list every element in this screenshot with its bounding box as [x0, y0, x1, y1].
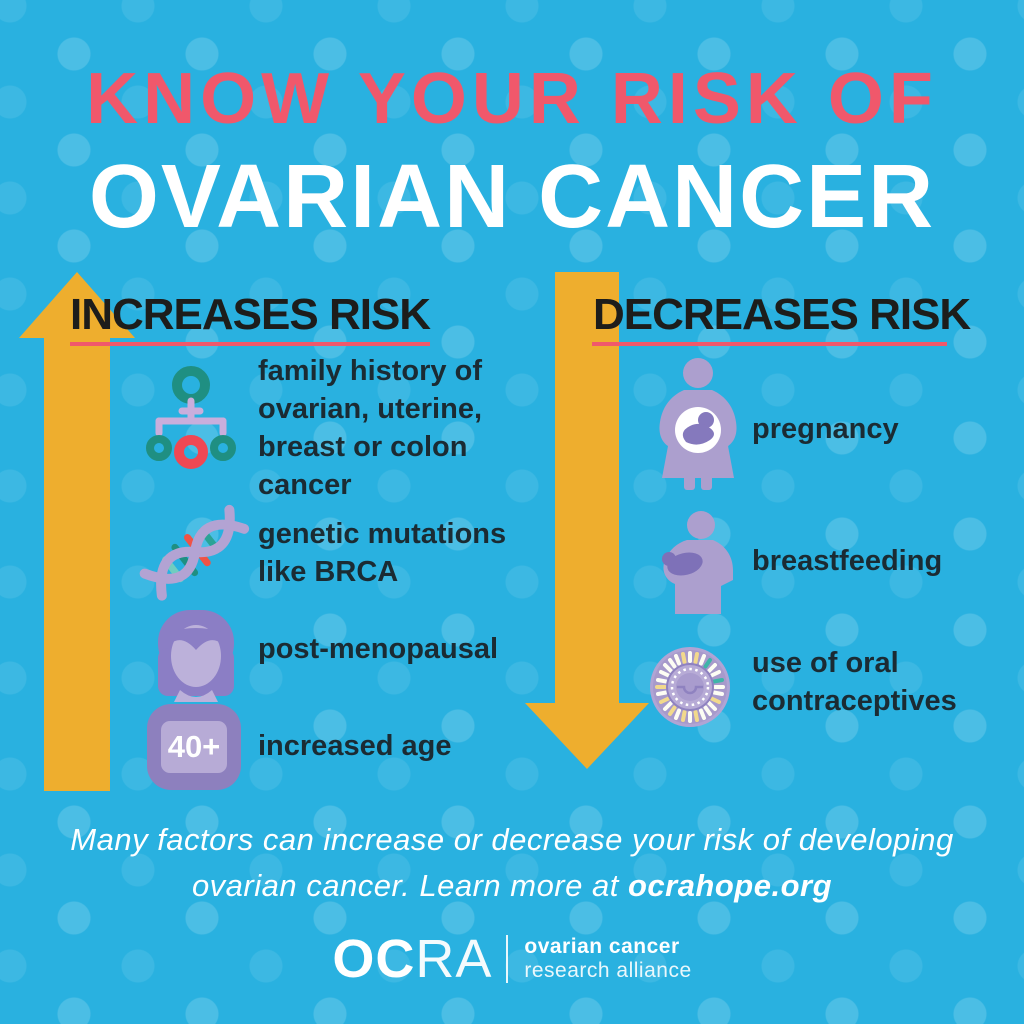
- risk-item-genetic-mutations: genetic mutations like BRCA: [258, 518, 507, 588]
- menopause-woman-icon: [148, 606, 242, 707]
- dna-icon: [134, 496, 256, 613]
- pill-pack-icon: [648, 645, 732, 734]
- pregnancy-icon: [650, 356, 746, 497]
- down-arrow-head: [525, 703, 649, 769]
- logo-tagline-line2: research alliance: [524, 959, 692, 982]
- ocra-logo: OC RA ovarian cancer research alliance: [0, 928, 1024, 990]
- logo-tagline-line1: ovarian cancer: [524, 935, 680, 958]
- up-arrow: [19, 272, 135, 791]
- title-line1: KNOW YOUR RISK OF: [86, 59, 938, 139]
- down-arrow: [525, 272, 649, 769]
- risk-item-pregnancy: pregnancy: [752, 413, 899, 445]
- footer-text-line2: ovarian cancer. Learn more at ocrahope.o…: [0, 868, 1024, 904]
- risk-item-oral-contraceptives: use of oral contraceptives: [752, 647, 957, 717]
- increases-heading-underline: [70, 342, 430, 346]
- ocra-logo-acronym: OC RA: [332, 928, 492, 990]
- breastfeeding-icon: [655, 510, 745, 623]
- risk-item-family-history: family history of ovarian, uterine, brea…: [258, 355, 483, 501]
- footer-text-line1: Many factors can increase or decrease yo…: [70, 822, 954, 857]
- risk-item-breastfeeding: breastfeeding: [752, 545, 943, 577]
- decreases-heading-underline: [592, 342, 947, 346]
- decreases-risk-heading: DECREASES RISK: [593, 290, 971, 339]
- up-arrow-shaft: [44, 337, 110, 791]
- title-line2: OVARIAN CANCER: [88, 147, 936, 247]
- increases-risk-heading: INCREASES RISK: [70, 290, 431, 339]
- risk-item-post-menopausal: post-menopausal: [258, 633, 499, 665]
- footer-text-line2-prefix: ovarian cancer. Learn more at: [191, 868, 628, 903]
- logo-tagline: ovarian cancer research alliance: [524, 935, 691, 983]
- risk-item-increased-age: increased age: [258, 730, 452, 762]
- up-arrow-head: [19, 272, 135, 338]
- logo-divider: [506, 935, 509, 983]
- age-badge-label: 40+: [161, 721, 227, 773]
- logo-acronym-light: RA: [415, 929, 493, 989]
- family-tree-icon: [146, 363, 236, 476]
- footer-link-ocrahope: ocrahope.org: [627, 868, 833, 903]
- age-badge-icon: 40+: [147, 704, 241, 790]
- logo-acronym-bold: OC: [332, 929, 416, 989]
